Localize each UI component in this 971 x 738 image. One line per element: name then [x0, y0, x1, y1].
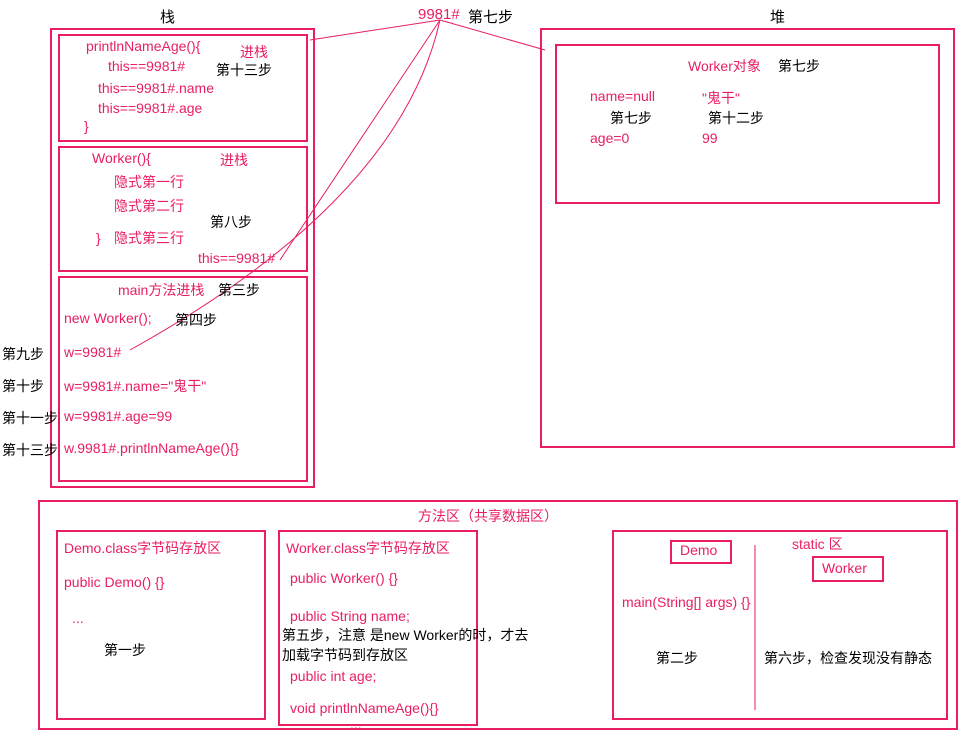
f3-l5: w=9981#.age=99: [64, 408, 172, 424]
f1-l1: printlnNameAge(){: [86, 38, 200, 54]
obj-name: name=null: [590, 88, 655, 104]
f1-l5: }: [84, 118, 89, 134]
worker-l2: public String name;: [290, 608, 410, 624]
f2-l2: 隐式第一行: [114, 172, 184, 192]
heap-title: 堆: [770, 6, 785, 27]
obj-name-val: "鬼干": [702, 88, 740, 108]
f3-l3: w=9981#: [64, 344, 121, 360]
obj-age-val: 99: [702, 130, 718, 146]
side-step-9: 第九步: [2, 344, 44, 364]
f2-l1: Worker(){: [92, 150, 151, 166]
side-step-11: 第十一步: [2, 408, 58, 428]
worker-l5: ...: [350, 716, 362, 732]
side-step-10: 第十步: [2, 376, 44, 396]
demo-tag-text: Demo: [680, 542, 717, 558]
worker-l1: public Worker() {}: [290, 570, 398, 586]
step-7-top: 第七步: [468, 6, 513, 27]
worker-l3: public int age;: [290, 668, 376, 684]
f2-l4: 隐式第三行: [114, 228, 184, 248]
demo-class-box: [56, 530, 266, 720]
side-step-13: 第十三步: [2, 440, 58, 460]
worker-l4: void printlnNameAge(){}: [290, 700, 439, 716]
demo-step1: 第一步: [104, 640, 146, 660]
worker-note: 第五步，注意 是new Worker的时，才去加载字节码到存放区: [282, 626, 542, 665]
obj-title: Worker对象: [688, 56, 761, 76]
f2-l3: 隐式第二行: [114, 196, 184, 216]
demo-l2: ...: [72, 610, 84, 626]
f3-l1b: 第三步: [218, 280, 260, 300]
obj-step7: 第七步: [610, 108, 652, 128]
demo-l1: public Demo() {}: [64, 574, 164, 590]
obj-step12: 第十二步: [708, 108, 764, 128]
f1-l2b: 第十三步: [216, 60, 272, 80]
f3-l6: w.9981#.printlnNameAge(){}: [64, 440, 239, 456]
f1-l2: this==9981#: [108, 58, 185, 74]
static-area-box: [612, 530, 948, 720]
obj-age: age=0: [590, 130, 629, 146]
static-title: static 区: [792, 534, 843, 554]
demo-t: Demo.class字节码存放区: [64, 538, 221, 558]
f2-l5: this==9981#: [198, 250, 275, 266]
obj-titleb: 第七步: [778, 56, 820, 76]
f2-l3b: 第八步: [210, 212, 252, 232]
f1-l3: this==9981#.name: [98, 80, 214, 96]
method-area-title: 方法区（共享数据区）: [418, 506, 558, 526]
stack-title: 栈: [160, 6, 175, 27]
heap-address: 9981#: [418, 6, 460, 23]
f3-l2: new Worker();: [64, 310, 152, 326]
worker-t: Worker.class字节码存放区: [286, 538, 450, 558]
f3-l1: main方法进栈: [118, 280, 204, 300]
f3-l2b: 第四步: [175, 310, 217, 330]
f2-l4a: }: [96, 230, 101, 246]
static-step6: 第六步，检查发现没有静态: [764, 648, 944, 668]
static-main: main(String[] args) {}: [622, 594, 750, 610]
f3-l4: w=9981#.name="鬼干": [64, 376, 206, 396]
f1-l4: this==9981#.age: [98, 100, 202, 116]
worker-tag-text: Worker: [822, 560, 867, 576]
f2-l1b: 进栈: [220, 150, 248, 170]
static-step2: 第二步: [656, 648, 698, 668]
f1-l1b: 进栈: [240, 42, 268, 62]
